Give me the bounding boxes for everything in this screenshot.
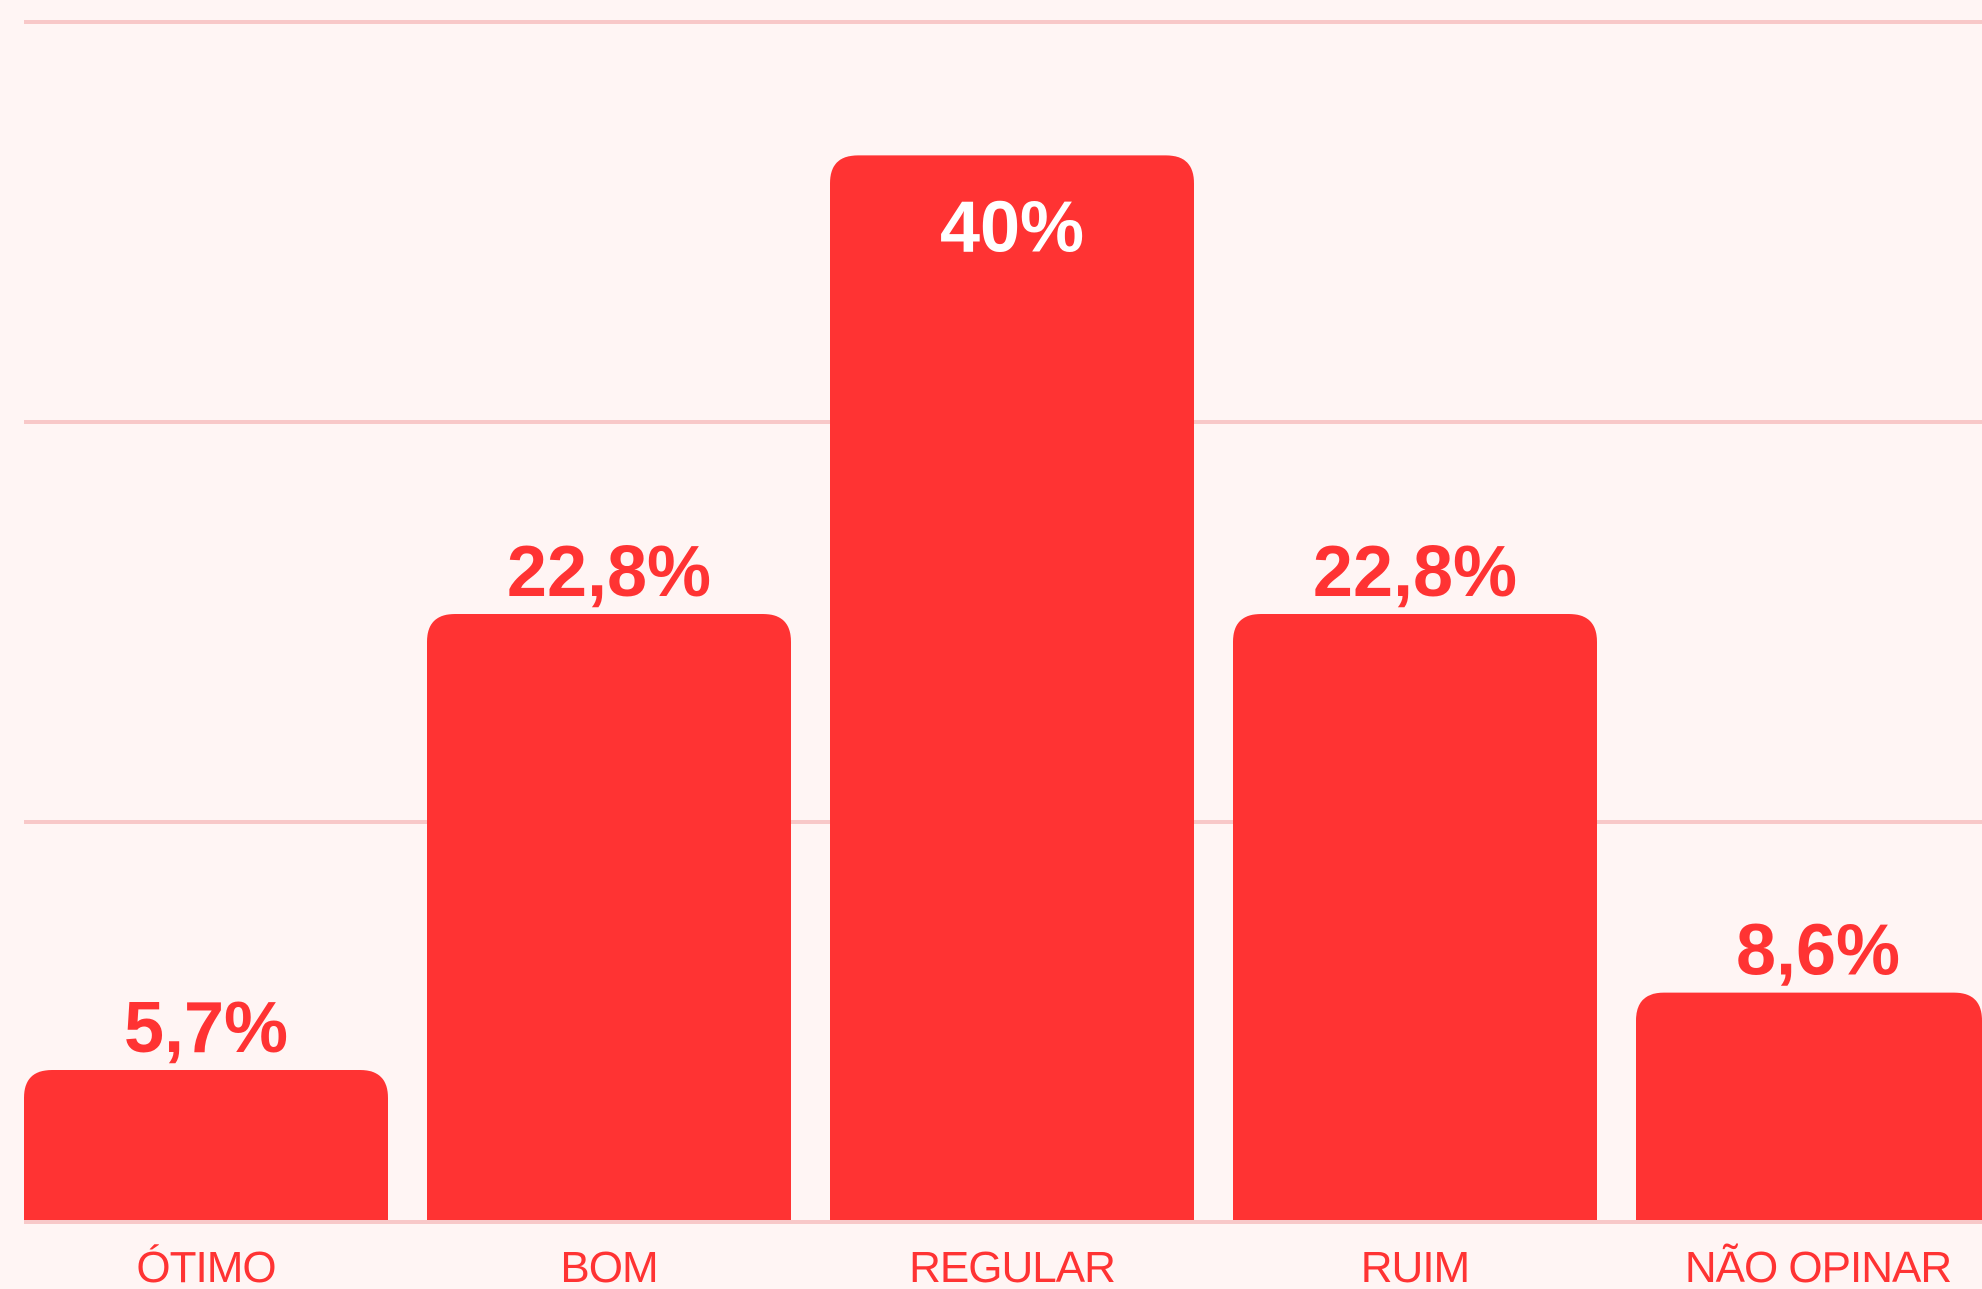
bar-não-opinar (1636, 992, 1982, 1222)
bars (24, 155, 1982, 1222)
value-label: 8,6% (1736, 911, 1900, 991)
bar-bom (427, 614, 791, 1222)
value-label: 22,8% (507, 532, 711, 612)
category-label: RUIM (1361, 1243, 1469, 1289)
category-label: BOM (560, 1243, 657, 1289)
value-label: 5,7% (124, 988, 288, 1068)
bar-regular (830, 155, 1194, 1222)
value-labels: 5,7% 22,8% 40% 22,8% 8,6% (124, 187, 1900, 1068)
value-label: 40% (940, 187, 1084, 267)
bar-ruim (1233, 614, 1597, 1222)
category-label: ÓTIMO (136, 1243, 275, 1289)
category-label: NÃO OPINAR (1685, 1242, 1951, 1289)
bar-ótimo (24, 1070, 388, 1222)
value-label: 22,8% (1313, 532, 1517, 612)
category-labels: ÓTIMO BOM REGULAR RUIM NÃO OPINAR (136, 1242, 1952, 1289)
category-label: REGULAR (909, 1243, 1115, 1289)
